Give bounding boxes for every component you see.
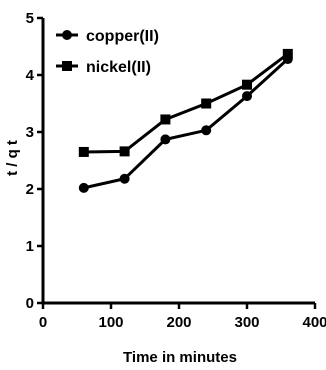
data-point xyxy=(119,146,130,157)
data-point xyxy=(78,146,89,157)
x-tick-label: 200 xyxy=(166,314,191,331)
y-tick-label: 3 xyxy=(26,124,34,141)
data-point xyxy=(160,134,171,145)
series-line xyxy=(83,57,289,190)
x-tick-label: 300 xyxy=(234,314,259,331)
legend-entry: copper(II) xyxy=(56,28,159,45)
y-tick-label: 0 xyxy=(26,295,34,312)
axes xyxy=(41,18,315,305)
data-point xyxy=(160,114,171,125)
data-point xyxy=(201,125,212,136)
y-axis-label: t / q t xyxy=(4,140,21,176)
legend: copper(II) nickel(II) xyxy=(56,28,159,76)
legend-entry: nickel(II) xyxy=(56,59,151,76)
data-point xyxy=(242,79,252,90)
x-axis-ticks: 0 100 200 300 400 xyxy=(39,303,326,331)
legend-label: copper(II) xyxy=(86,28,159,45)
legend-circle-marker xyxy=(62,30,72,40)
y-tick-label: 5 xyxy=(26,10,34,27)
legend-label: nickel(II) xyxy=(86,59,151,76)
x-tick-label: 100 xyxy=(98,314,123,331)
series-line xyxy=(83,52,289,154)
data-point xyxy=(119,173,130,184)
data-point xyxy=(242,91,252,102)
x-tick-label: 0 xyxy=(39,314,47,331)
y-tick-label: 4 xyxy=(26,67,35,84)
x-axis-label: Time in minutes xyxy=(123,349,237,366)
series-nickel xyxy=(78,48,293,157)
data-point xyxy=(282,48,293,59)
x-tick-label: 400 xyxy=(302,314,326,331)
legend-square-marker xyxy=(62,61,72,71)
y-tick-label: 2 xyxy=(26,181,34,198)
y-tick-label: 1 xyxy=(26,238,34,255)
y-axis-ticks: 0 1 2 3 4 5 xyxy=(26,10,43,312)
data-point xyxy=(78,182,89,193)
series-group xyxy=(78,48,293,193)
data-point xyxy=(201,98,212,109)
